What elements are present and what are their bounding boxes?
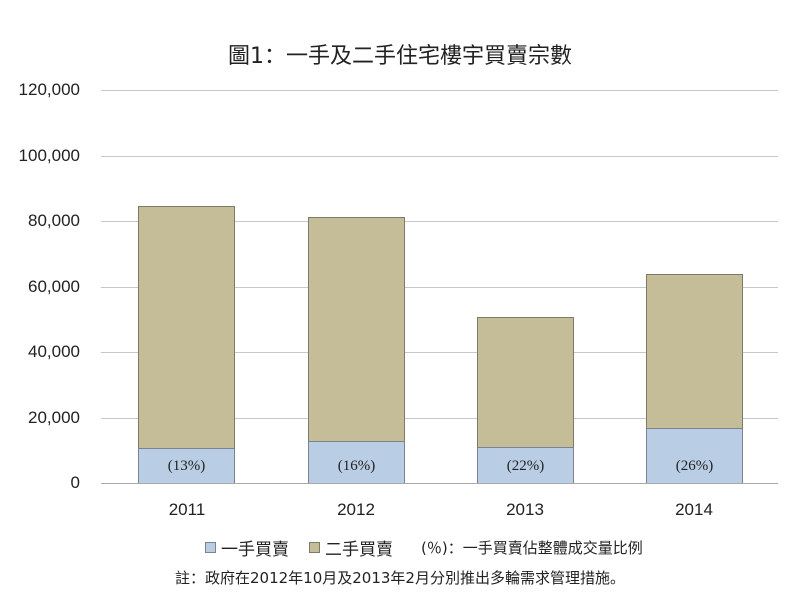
bar-2012: (16%)	[308, 217, 405, 484]
gridline	[101, 418, 778, 419]
legend-label: 一手買賣	[221, 540, 289, 560]
x-tick-label: 2011	[168, 500, 206, 519]
bar-segment-first-hand: (26%)	[646, 428, 743, 484]
y-tick-label: 20,000	[28, 408, 80, 427]
x-tick-label: 2013	[506, 500, 544, 519]
y-tick-label: 100,000	[18, 146, 80, 165]
bar-segment-first-hand: (16%)	[308, 441, 405, 484]
legend-swatch-icon	[309, 542, 320, 553]
bar-segment-second-hand	[138, 206, 235, 449]
bar-2014: (26%)	[646, 274, 743, 484]
gridline	[101, 352, 778, 353]
chart-title: 圖1：一手及二手住宅樓宇買賣宗數	[228, 44, 572, 69]
bar-2011: (13%)	[138, 206, 235, 484]
legend-item-second-hand: 二手買賣	[309, 535, 393, 560]
gridline	[101, 221, 778, 222]
x-axis-line	[101, 483, 778, 484]
gridline	[101, 90, 778, 91]
bar-segment-second-hand	[646, 274, 743, 429]
percentage-label: (13%)	[167, 458, 206, 474]
legend-swatch-icon	[205, 542, 216, 553]
legend-label: 二手買賣	[325, 540, 393, 560]
bar-2013: (22%)	[477, 317, 574, 484]
gridline	[101, 156, 778, 157]
y-tick-label: 0	[70, 473, 80, 492]
legend-note: (％)：一手買賣佔整體成交量比例	[421, 539, 643, 557]
legend-item-first-hand: 一手買賣	[205, 535, 289, 560]
percentage-label: (16%)	[337, 458, 376, 474]
percentage-label: (26%)	[675, 458, 714, 474]
y-tick-label: 60,000	[28, 277, 80, 296]
footnote: 註：政府在2012年10月及2013年2月分別推出多輪需求管理措施。	[175, 569, 625, 587]
y-tick-label: 80,000	[28, 211, 80, 230]
legend: 一手買賣 二手買賣 (％)：一手買賣佔整體成交量比例	[205, 535, 643, 560]
gridline	[101, 287, 778, 288]
x-tick-label: 2012	[337, 500, 375, 519]
percentage-label: (22%)	[506, 458, 545, 474]
y-tick-label: 120,000	[18, 80, 80, 99]
bar-segment-second-hand	[477, 317, 574, 448]
bar-segment-first-hand: (13%)	[138, 448, 235, 484]
x-tick-label: 2014	[675, 500, 713, 519]
bar-segment-second-hand	[308, 217, 405, 442]
bar-segment-first-hand: (22%)	[477, 447, 574, 484]
y-tick-label: 40,000	[28, 342, 80, 361]
